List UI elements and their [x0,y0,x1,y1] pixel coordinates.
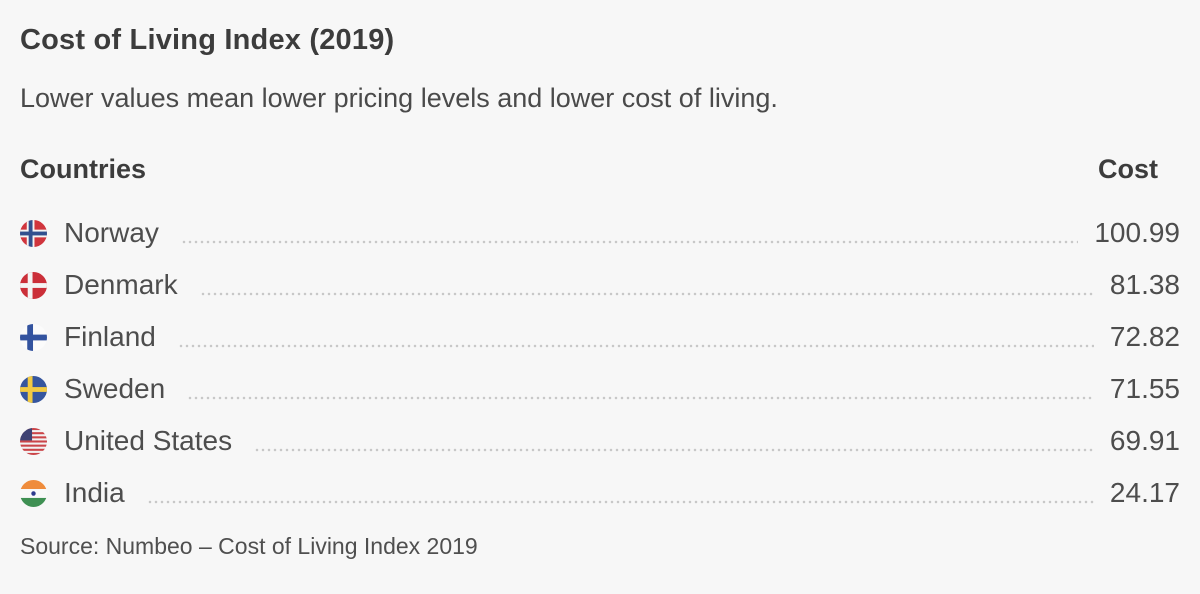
country-label: United States [64,425,233,456]
column-header-countries: Countries [20,154,147,184]
table-row: Denmark 81.38 [20,259,1180,311]
source-note: Source: Numbeo – Cost of Living Index 20… [20,533,478,559]
leader-line [199,292,1094,296]
country-label: Norway [64,217,159,248]
leader-line [254,448,1094,452]
table-row: India 24.17 [20,467,1180,519]
cost-value: 72.82 [1109,321,1180,352]
column-header-cost: Cost [1098,154,1158,184]
country-label: Sweden [64,373,166,404]
cost-value: 69.91 [1109,425,1180,456]
cost-value: 24.17 [1109,477,1180,508]
page-subtitle: Lower values mean lower pricing levels a… [20,83,778,114]
india-flag-icon [20,479,47,507]
page-title: Cost of Living Index (2019) [20,24,395,56]
country-label: Finland [64,321,156,352]
country-list: Norway 100.99 Denmark 81.38 Finland 72.8… [20,207,1180,519]
leader-line [146,500,1094,504]
denmark-flag-icon [20,271,47,299]
sweden-flag-icon [20,375,47,403]
cost-value: 71.55 [1109,373,1180,404]
table-row: Sweden 71.55 [20,363,1180,415]
finland-flag-icon [20,323,47,351]
leader-line [180,240,1079,244]
country-label: India [64,477,125,508]
cost-value: 100.99 [1094,217,1180,248]
norway-flag-icon [20,219,47,247]
cost-value: 81.38 [1109,269,1180,300]
table-row: Norway 100.99 [20,207,1180,259]
country-label: Denmark [64,269,178,300]
table-row: United States 69.91 [20,415,1180,467]
table-header: Countries Cost [20,154,1180,185]
united-states-flag-icon [20,427,47,455]
table-row: Finland 72.82 [20,311,1180,363]
leader-line [177,344,1094,348]
leader-line [187,396,1094,400]
